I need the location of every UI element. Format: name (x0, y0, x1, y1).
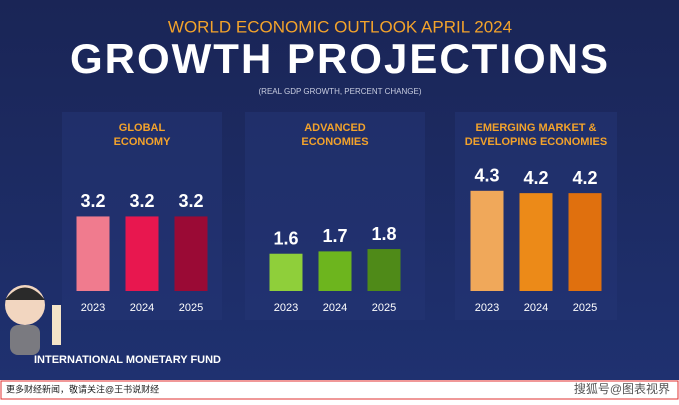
panel-title: EMERGING MARKET & (476, 122, 597, 134)
bar (470, 190, 504, 291)
panel-title: ECONOMY (114, 136, 172, 148)
x-tick-label: 2025 (573, 302, 597, 314)
value-label: 3.2 (129, 191, 154, 211)
value-label: 4.3 (474, 166, 499, 186)
org: INTERNATIONAL MONETARY FUND (34, 354, 221, 366)
bar (125, 216, 159, 291)
panel-title: GLOBAL (119, 122, 166, 134)
watermark-bar (0, 380, 679, 400)
bar (568, 193, 602, 291)
panel-title: ADVANCED (304, 122, 366, 134)
watermark-left: 更多财经新闻，敬请关注@王书说财经 (6, 383, 159, 394)
value-label: 4.2 (572, 168, 597, 188)
kicker: WORLD ECONOMIC OUTLOOK APRIL 2024 (168, 17, 512, 36)
value-label: 3.2 (80, 191, 105, 211)
x-tick-label: 2025 (372, 302, 396, 314)
x-tick-label: 2023 (274, 302, 298, 314)
value-label: 1.6 (273, 228, 298, 248)
value-label: 1.8 (371, 224, 396, 244)
panel-title: DEVELOPING ECONOMIES (465, 136, 607, 148)
bar (318, 251, 352, 291)
panel-title: ECONOMIES (301, 136, 368, 148)
x-tick-label: 2024 (323, 302, 347, 314)
main-title: GROWTH PROJECTIONS (70, 35, 610, 82)
bar (519, 193, 553, 291)
mascot (5, 285, 61, 355)
note: (REAL GDP GROWTH, PERCENT CHANGE) (259, 87, 422, 96)
x-tick-label: 2024 (524, 302, 548, 314)
bar (269, 253, 303, 291)
x-tick-label: 2025 (179, 302, 203, 314)
bar (174, 216, 208, 291)
x-tick-label: 2024 (130, 302, 154, 314)
watermark-right: 搜狐号@图表视界 (574, 381, 670, 396)
value-label: 4.2 (523, 168, 548, 188)
bar (367, 249, 401, 291)
bar (76, 216, 110, 291)
x-tick-label: 2023 (475, 302, 499, 314)
watermark-frame (0, 380, 679, 400)
value-label: 3.2 (178, 191, 203, 211)
value-label: 1.7 (322, 226, 347, 246)
x-tick-label: 2023 (81, 302, 105, 314)
